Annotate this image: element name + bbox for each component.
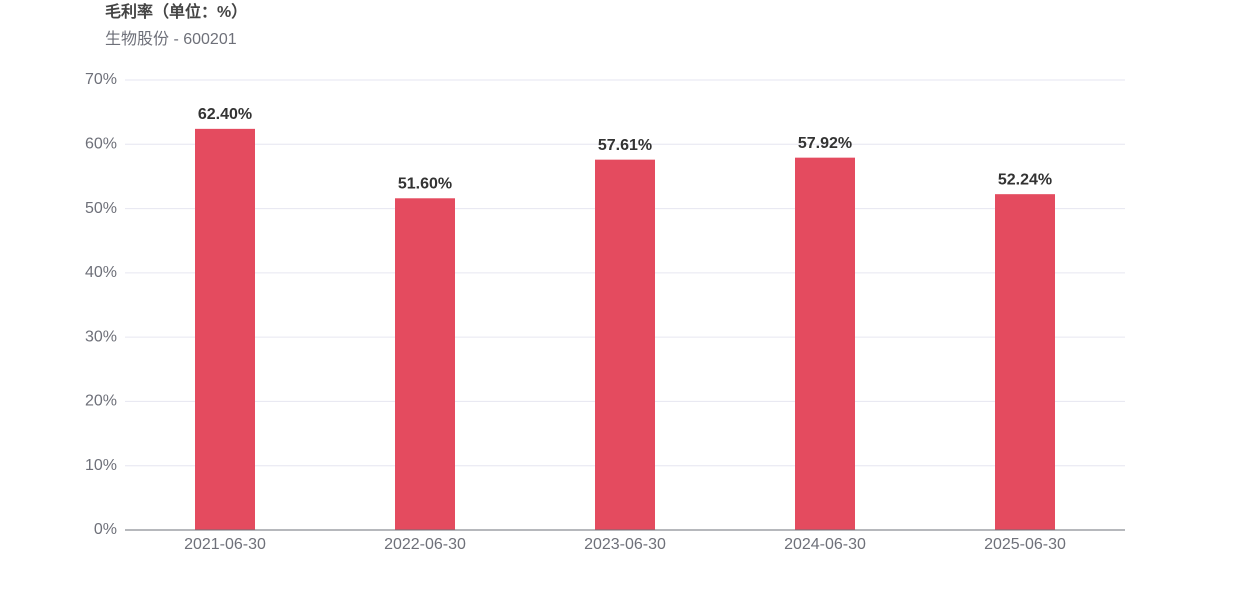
chart-subtitle: 生物股份 - 600201: [105, 30, 237, 48]
x-tick-label: 2022-06-30: [384, 536, 466, 553]
x-tick-label: 2024-06-30: [784, 536, 866, 553]
value-label: 51.60%: [398, 176, 452, 193]
y-tick-label: 20%: [85, 393, 117, 410]
bar: [995, 194, 1055, 530]
value-label: 52.24%: [998, 171, 1052, 188]
bar: [195, 128, 255, 530]
x-tick-label: 2025-06-30: [984, 536, 1066, 553]
y-tick-label: 50%: [85, 200, 117, 217]
y-tick-label: 0%: [94, 521, 117, 538]
y-tick-label: 60%: [85, 136, 117, 153]
y-tick-label: 10%: [85, 457, 117, 474]
value-label: 57.92%: [798, 135, 852, 152]
x-tick-label: 2021-06-30: [184, 536, 266, 553]
x-tick-label: 2023-06-30: [584, 536, 666, 553]
y-tick-label: 30%: [85, 328, 117, 345]
value-label: 62.40%: [198, 106, 252, 123]
bar: [795, 157, 855, 530]
y-tick-label: 70%: [85, 71, 117, 88]
bar: [395, 198, 455, 531]
y-tick-label: 40%: [85, 264, 117, 281]
bar: [595, 159, 655, 530]
value-label: 57.61%: [598, 137, 652, 154]
chart-title: 毛利率（单位：%）: [105, 2, 247, 21]
